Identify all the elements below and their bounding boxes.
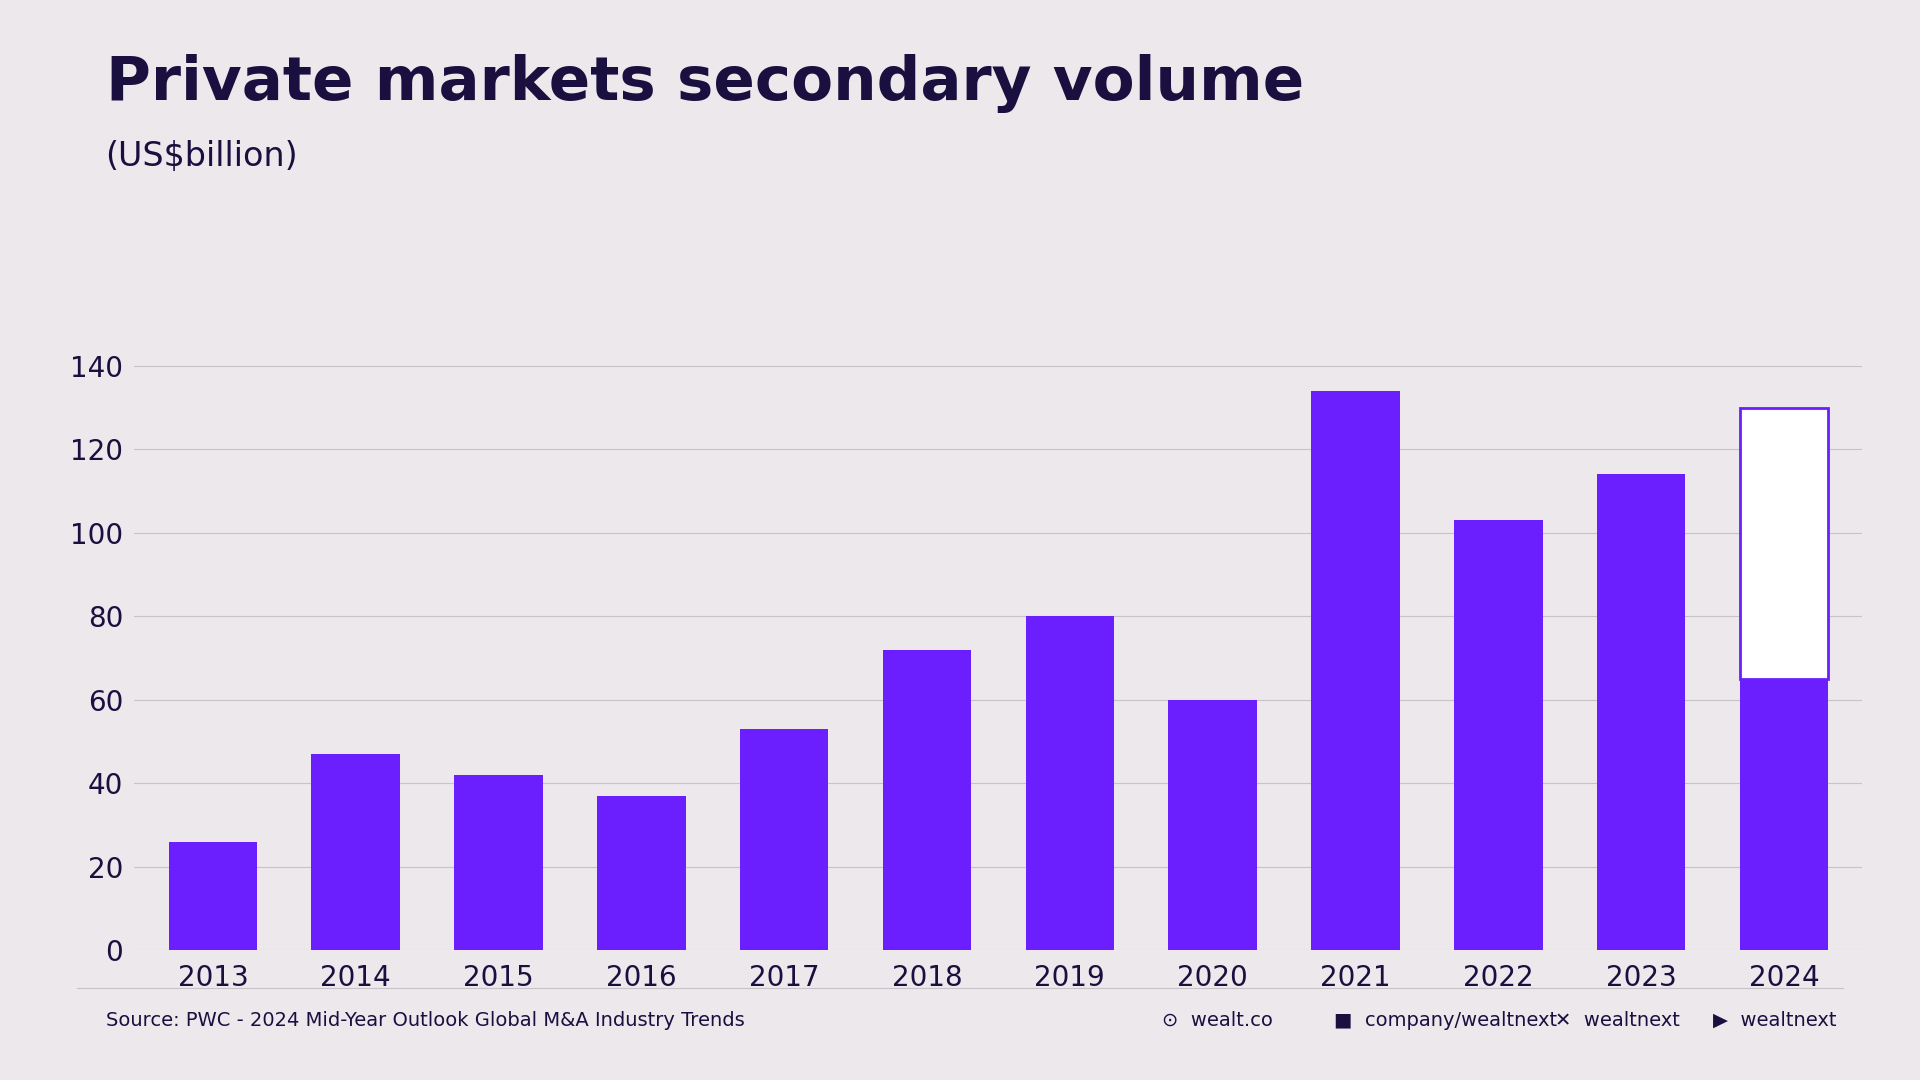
Bar — [169, 841, 257, 950]
Text: Source: PWC - 2024 Mid-Year Outlook Global M&A Industry Trends: Source: PWC - 2024 Mid-Year Outlook Glob… — [106, 1011, 745, 1030]
Bar — [883, 650, 972, 950]
Bar — [1597, 474, 1686, 950]
Text: ■  company/wealtnext: ■ company/wealtnext — [1334, 1011, 1557, 1030]
Text: ✕  wealtnext: ✕ wealtnext — [1555, 1011, 1680, 1030]
Bar — [739, 729, 828, 950]
Text: ⊙  wealt.co: ⊙ wealt.co — [1162, 1011, 1273, 1030]
Bar — [1740, 679, 1828, 950]
Bar — [311, 754, 399, 950]
Bar — [455, 775, 543, 950]
Bar — [1025, 617, 1114, 950]
Text: (US$billion): (US$billion) — [106, 140, 298, 174]
Bar — [1311, 391, 1400, 950]
Bar — [1453, 521, 1542, 950]
Bar — [597, 796, 685, 950]
Text: ▶  wealtnext: ▶ wealtnext — [1713, 1011, 1836, 1030]
Bar — [1169, 700, 1258, 950]
Text: Private markets secondary volume: Private markets secondary volume — [106, 54, 1304, 113]
Bar — [1740, 407, 1828, 679]
